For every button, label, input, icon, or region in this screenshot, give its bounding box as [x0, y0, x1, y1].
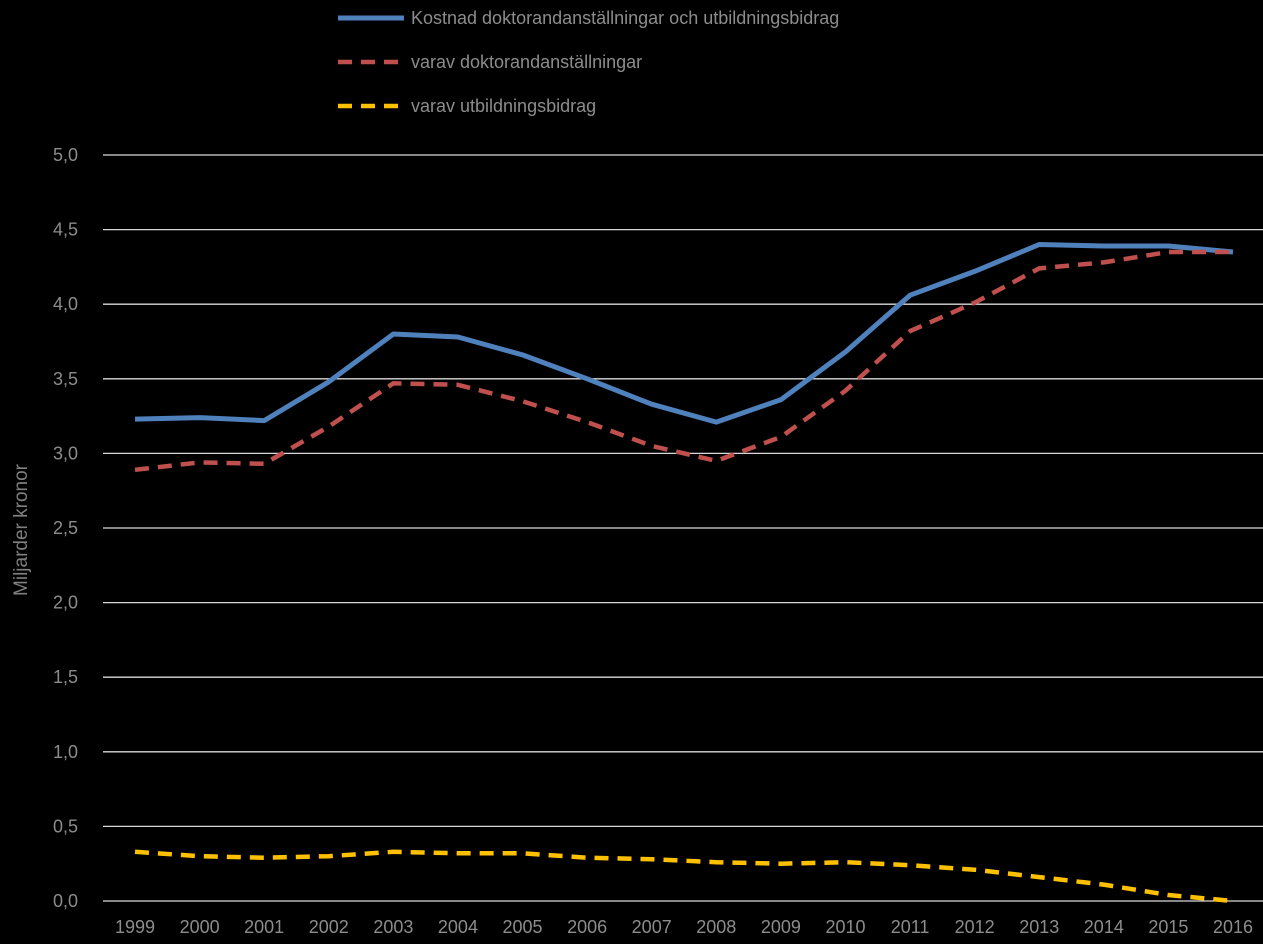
x-tick-label: 2010: [825, 917, 865, 937]
x-tick-label: 2007: [632, 917, 672, 937]
series-line-1: [134, 242, 1234, 425]
x-tick-label: 2001: [244, 917, 284, 937]
y-tick-label: 0,5: [53, 816, 78, 836]
y-tick-label: 4,0: [53, 294, 78, 314]
x-tick-label: 2012: [955, 917, 995, 937]
x-tick-label: 2000: [180, 917, 220, 937]
y-tick-label: 3,0: [53, 443, 78, 463]
x-tick-label: 2016: [1213, 917, 1253, 937]
y-tick-label: 0,0: [53, 891, 78, 911]
x-axis-ticks: 1999 2000 2001 2002 2003 2004 2005 2006 2007 2008…: [115, 917, 1253, 937]
gridlines: [103, 154, 1263, 902]
y-axis-ticks: 0,0 0,5 1,0 1,5 2,0 2,5 3,0 3,5 4,0 4,5 5,0: [53, 145, 78, 911]
y-tick-label: 4,5: [53, 220, 78, 240]
x-tick-label: 2014: [1084, 917, 1124, 937]
y-tick-label: 1,0: [53, 742, 78, 762]
y-tick-label: 2,5: [53, 518, 78, 538]
y-axis-label: Miljarder kronor: [11, 463, 32, 596]
y-tick-label: 2,0: [53, 593, 78, 613]
series-line-2: [134, 249, 1233, 473]
x-tick-label: 2009: [761, 917, 801, 937]
x-tick-label: 2003: [373, 917, 413, 937]
x-tick-label: 2008: [696, 917, 736, 937]
legend-label: varav doktorandanställningar: [411, 52, 642, 72]
x-tick-label: 2002: [309, 917, 349, 937]
legend-label: Kostnad doktorandanställningar och utbil…: [411, 8, 839, 28]
series-lines: [134, 242, 1234, 904]
x-tick-label: 2004: [438, 917, 478, 937]
x-tick-label: 1999: [115, 917, 155, 937]
x-tick-label: 2011: [891, 917, 930, 937]
y-tick-label: 3,5: [53, 369, 78, 389]
x-tick-label: 2005: [503, 917, 543, 937]
y-tick-label: 5,0: [53, 145, 78, 165]
y-tick-label: 1,5: [53, 667, 78, 687]
legend-label: varav utbildningsbidrag: [411, 96, 596, 116]
x-tick-label: 2006: [567, 917, 607, 937]
x-tick-label: 2013: [1019, 917, 1059, 937]
x-tick-label: 2015: [1148, 917, 1188, 937]
legend: Kostnad doktorandanställningar och utbil…: [338, 8, 839, 116]
series-line-3: [134, 849, 1234, 904]
